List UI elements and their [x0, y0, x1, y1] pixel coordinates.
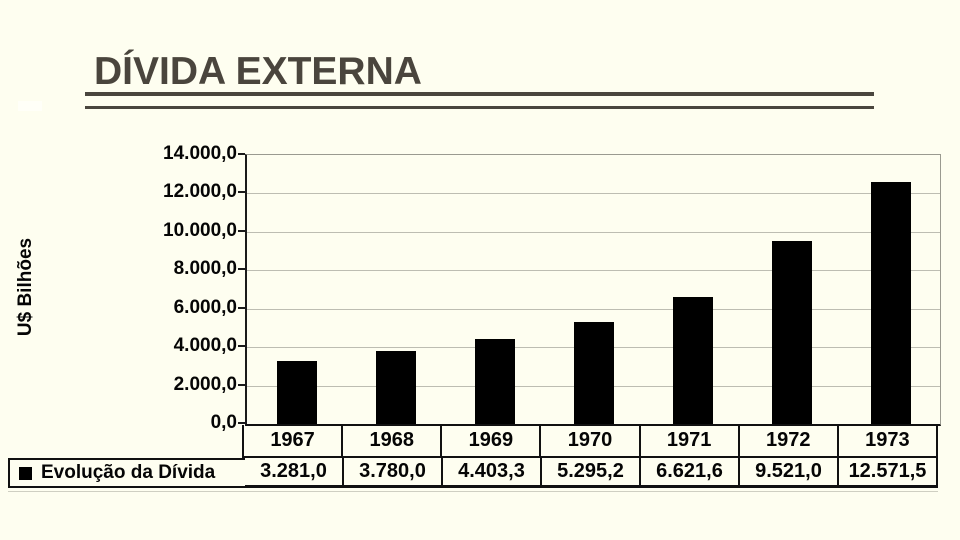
gridline [247, 270, 940, 272]
legend-series-marker-icon [19, 466, 32, 480]
plot-area [245, 154, 941, 426]
year-cell-1969: 1969 [442, 425, 542, 456]
value-cell-1970: 5.295,2 [542, 458, 641, 485]
legend-series-label: Evolução da Dívida [41, 462, 216, 483]
bar-1972 [771, 241, 812, 424]
y-tick-mark [238, 268, 245, 271]
legend: Evolução da Dívida [8, 458, 245, 488]
y-tick-label: 10.000,0 [163, 219, 237, 241]
ghost-bullet-artifact [18, 101, 42, 111]
year-cell-1968: 1968 [343, 425, 443, 456]
y-axis-title-text: U$ Bilhões [15, 237, 36, 337]
bar-1969 [474, 339, 515, 424]
gridline [247, 308, 940, 310]
bar-1971 [672, 296, 713, 424]
data-table-value-row: 3.281,0 3.780,0 4.403,3 5.295,2 6.621,6 9.521… [245, 458, 938, 488]
y-tick-mark [238, 191, 245, 194]
x-axis-year-row: 1967 1968 1969 1970 1971 1972 1973 [242, 425, 938, 458]
bar-1970 [573, 322, 614, 424]
title-underline-rule [85, 92, 874, 109]
table-bottom-shadow [8, 491, 938, 492]
bar-1968 [375, 351, 416, 424]
bar-1973 [870, 182, 911, 424]
value-cell-1972: 9.521,0 [740, 458, 839, 485]
y-tick-mark [238, 422, 245, 424]
value-cell-1969: 4.403,3 [443, 458, 542, 485]
bar-1967 [276, 361, 317, 424]
gridline [247, 231, 940, 233]
y-tick-mark [238, 229, 245, 232]
page-title: DÍVIDA EXTERNA [94, 50, 422, 94]
y-tick-mark [238, 306, 245, 309]
value-cell-1973: 12.571,5 [839, 458, 938, 485]
y-tick-label: 12.000,0 [163, 181, 237, 203]
y-tick-mark [238, 345, 245, 348]
year-cell-1967: 1967 [244, 425, 344, 456]
value-cell-1967: 3.281,0 [245, 458, 344, 485]
year-cell-1970: 1970 [541, 425, 641, 456]
y-tick-label: 14.000,0 [163, 143, 237, 164]
y-tick-label: 6.000,0 [173, 296, 237, 318]
y-tick-mark [238, 153, 245, 155]
y-tick-label: 8.000,0 [173, 258, 237, 280]
y-tick-label: 4.000,0 [173, 335, 237, 357]
year-cell-1971: 1971 [641, 425, 740, 456]
year-cell-1972: 1972 [740, 425, 839, 456]
y-tick-label: 2.000,0 [173, 373, 237, 395]
year-cell-1973: 1973 [839, 425, 938, 456]
y-tick-label: 0,0 [210, 412, 237, 433]
value-cell-1968: 3.780,0 [344, 458, 443, 485]
gridline [247, 193, 940, 195]
y-tick-mark [238, 383, 245, 386]
value-cell-1971: 6.621,6 [641, 458, 740, 485]
